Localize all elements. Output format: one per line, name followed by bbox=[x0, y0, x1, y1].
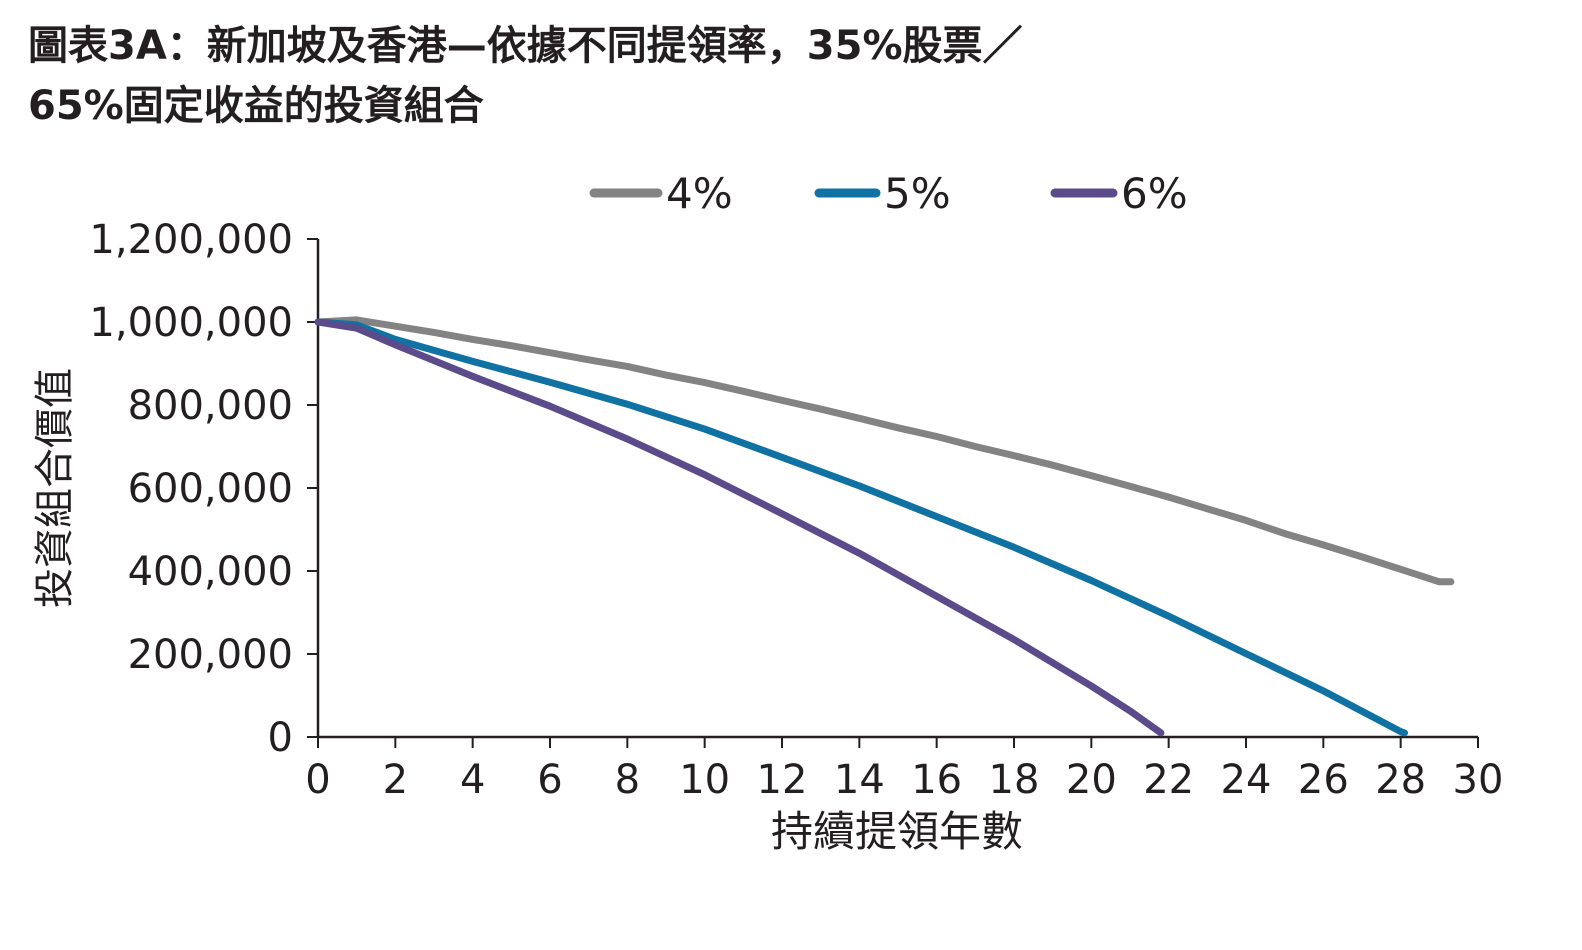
x-axis-label: 持續提領年數 bbox=[771, 807, 1023, 856]
y-tick-label: 800,000 bbox=[128, 383, 293, 429]
series-line-5pct bbox=[314, 318, 1408, 737]
x-tick-label: 10 bbox=[679, 757, 730, 803]
y-tick-label: 1,200,000 bbox=[89, 217, 293, 263]
chart-series bbox=[314, 316, 1455, 737]
x-tick-label: 2 bbox=[383, 757, 408, 803]
y-tick-label: 200,000 bbox=[128, 632, 293, 678]
x-tick-label: 24 bbox=[1221, 757, 1272, 803]
x-tick-label: 4 bbox=[460, 757, 485, 803]
x-tick-label: 16 bbox=[911, 757, 962, 803]
x-tick-label: 0 bbox=[305, 757, 330, 803]
chart-title: 圖表3A：新加坡及香港—依據不同提領率，35%股票／ 65%固定收益的投資組合 bbox=[28, 16, 1408, 136]
y-axis-label-group: 投資組合價值 bbox=[32, 368, 78, 608]
x-tick-label: 30 bbox=[1453, 757, 1504, 803]
x-tick-label: 12 bbox=[757, 757, 808, 803]
x-tick-label: 6 bbox=[537, 757, 562, 803]
series-line-6pct bbox=[314, 318, 1165, 737]
legend-label-6pct: 6% bbox=[1121, 169, 1188, 218]
y-tick-label: 400,000 bbox=[128, 549, 293, 595]
x-tick-label: 20 bbox=[1066, 757, 1117, 803]
x-tick-label: 14 bbox=[834, 757, 885, 803]
x-tick-label: 8 bbox=[615, 757, 640, 803]
chart-axes: 0 2 4 6 8 10 12 14 16 18 20 22 24 26 28 300200,000400,0… bbox=[89, 217, 1503, 803]
x-tick-label: 18 bbox=[989, 757, 1040, 803]
y-tick-label: 1,000,000 bbox=[89, 300, 293, 346]
series-line-4pct bbox=[314, 316, 1455, 586]
y-axis-label: 投資組合價值 bbox=[32, 368, 78, 608]
chart-title-line-1: 圖表3A：新加坡及香港—依據不同提領率，35%股票／ bbox=[28, 23, 1023, 69]
chart-title-line-2: 65%固定收益的投資組合 bbox=[28, 83, 484, 129]
x-tick-label: 26 bbox=[1298, 757, 1349, 803]
legend-label-5pct: 5% bbox=[884, 169, 951, 218]
y-tick-label: 600,000 bbox=[128, 466, 293, 512]
chart-legend: 4% 5% 6% bbox=[589, 169, 1188, 218]
y-tick-label: 0 bbox=[268, 715, 293, 761]
x-tick-label: 28 bbox=[1375, 757, 1426, 803]
x-tick-label: 22 bbox=[1143, 757, 1194, 803]
legend-label-4pct: 4% bbox=[666, 169, 733, 218]
